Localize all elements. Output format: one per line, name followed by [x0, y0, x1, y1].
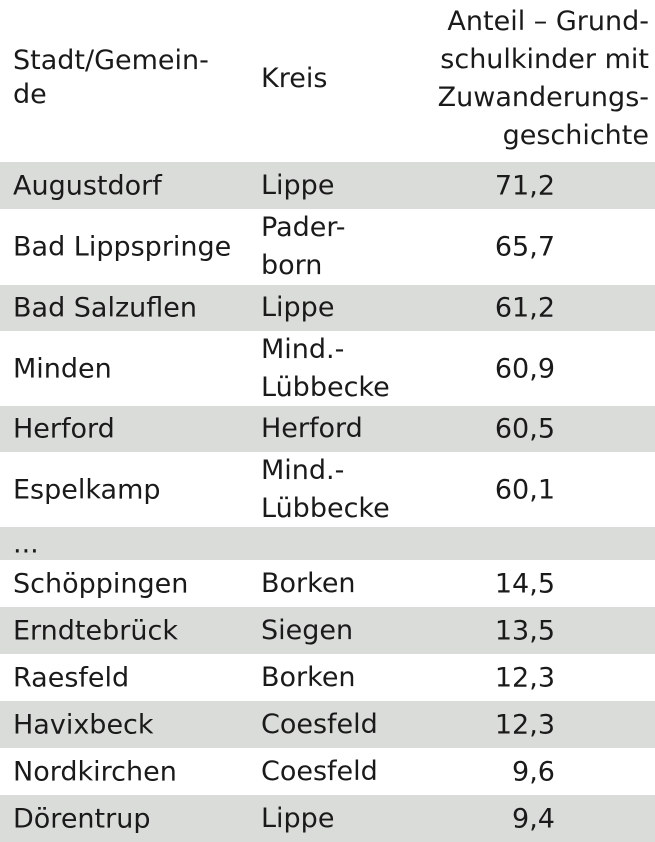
header-anteil-line: schulkinder mit	[440, 44, 649, 75]
cell-value: 12,3	[494, 662, 555, 693]
cell-kreis-line: Lippe	[261, 292, 335, 323]
header-city: Stadt/Gemein- de	[13, 44, 253, 112]
cell-value: 13,5	[494, 615, 555, 646]
cell-kreis: Lippe	[261, 289, 334, 327]
cell-kreis-line: Lübbecke	[261, 492, 390, 524]
table-row: Augustdorf Lippe 71,2	[0, 162, 655, 209]
cell-city: Dörentrup	[13, 803, 151, 834]
cell-kreis-line: Lübbecke	[261, 371, 390, 403]
cell-kreis-line: Lippe	[261, 169, 335, 201]
cell-kreis: Herford	[261, 410, 363, 448]
cell-kreis: Coesfeld	[261, 753, 378, 791]
header-anteil-line: Anteil – Grund-	[447, 6, 649, 37]
cell-city: Schöppingen	[13, 568, 189, 599]
cell-value: 60,1	[494, 474, 555, 505]
cell-value: 60,5	[494, 413, 555, 445]
cell-city: ...	[13, 528, 39, 559]
cell-kreis: Mind.- Lübbecke	[261, 452, 390, 528]
cell-value: 12,3	[494, 709, 555, 740]
table-row: Herford Herford 60,5	[0, 406, 655, 452]
cell-kreis: Borken	[261, 565, 356, 603]
cell-city: Bad Salzuflen	[13, 292, 197, 324]
header-anteil-line: Zuwanderungs-	[437, 82, 649, 113]
header-city-line: de	[13, 79, 47, 110]
cell-city: Herford	[13, 413, 115, 445]
cell-city: Nordkirchen	[13, 756, 177, 787]
cell-kreis-line: Mind.-	[261, 454, 345, 486]
cell-value: 9,4	[512, 803, 555, 834]
table-row: Erndtebrück Siegen 13,5	[0, 607, 655, 654]
table-row: Nordkirchen Coesfeld 9,6	[0, 748, 655, 795]
cell-kreis-line: Siegen	[261, 614, 354, 646]
cell-city: Espelkamp	[13, 474, 161, 505]
cell-kreis-line: Coesfeld	[261, 708, 378, 740]
cell-kreis: Coesfeld	[261, 706, 378, 744]
header-city-line: Stadt/Gemein-	[13, 45, 209, 76]
cell-city: Havixbeck	[13, 709, 154, 740]
table-row: Minden Mind.- Lübbecke 60,9	[0, 331, 655, 406]
table-row: Schöppingen Borken 14,5	[0, 560, 655, 607]
cell-value: 61,2	[494, 292, 555, 324]
table-row: ...	[0, 527, 655, 560]
cell-kreis-line: Borken	[261, 567, 356, 599]
cell-value: 71,2	[494, 170, 555, 201]
cell-value: 9,6	[512, 756, 555, 787]
table-row: Raesfeld Borken 12,3	[0, 654, 655, 701]
cell-kreis-line: Mind.-	[261, 333, 345, 365]
cell-value: 14,5	[494, 568, 555, 599]
cell-city: Bad Lippspringe	[13, 231, 232, 263]
cell-kreis-line: Herford	[261, 413, 363, 444]
cell-city: Augustdorf	[13, 170, 162, 201]
cell-kreis-line: born	[261, 250, 323, 281]
table-row: Dörentrup Lippe 9,4	[0, 795, 655, 842]
cell-kreis: Mind.- Lübbecke	[261, 331, 390, 407]
cell-kreis-line: Coesfeld	[261, 755, 378, 787]
cell-kreis: Lippe	[261, 800, 334, 838]
cell-city: Minden	[13, 353, 112, 384]
cell-city: Raesfeld	[13, 662, 130, 693]
cell-kreis: Lippe	[261, 167, 334, 205]
table-row: Bad Salzuflen Lippe 61,2	[0, 285, 655, 331]
cell-kreis-line: Pader-	[261, 212, 346, 243]
table-row: Havixbeck Coesfeld 12,3	[0, 701, 655, 748]
table-header: Stadt/Gemein- de Kreis Anteil – Grund- s…	[0, 0, 655, 162]
cell-kreis-line: Borken	[261, 661, 356, 693]
cell-city: Erndtebrück	[13, 615, 178, 646]
table-row: Espelkamp Mind.- Lübbecke 60,1	[0, 452, 655, 527]
header-kreis: Kreis	[261, 63, 328, 94]
header-anteil: Anteil – Grund- schulkinder mit Zuwander…	[389, 3, 649, 155]
cell-kreis: Pader-born	[261, 209, 345, 285]
cell-value: 65,7	[494, 231, 555, 263]
cell-kreis: Borken	[261, 659, 356, 697]
table-body: Augustdorf Lippe 71,2 Bad Lippspringe Pader-…	[0, 162, 655, 842]
header-anteil-line: geschichte	[502, 120, 649, 151]
cell-kreis: Siegen	[261, 612, 353, 650]
table-row: Bad Lippspringe Pader-born 65,7	[0, 209, 655, 285]
cell-value: 60,9	[494, 353, 555, 384]
cell-kreis-line: Lippe	[261, 802, 335, 834]
